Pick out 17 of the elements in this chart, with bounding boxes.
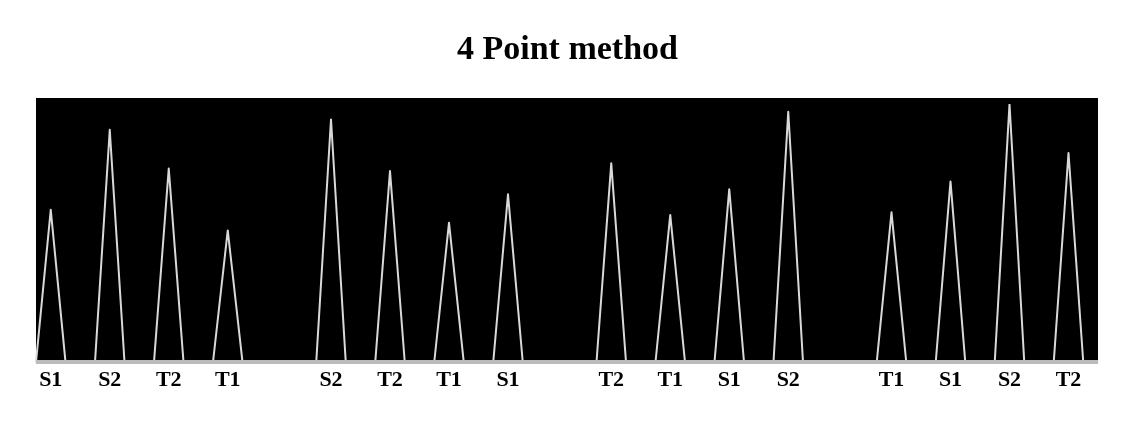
x-tick-label: S1 — [496, 365, 520, 391]
x-tick-label: S1 — [717, 365, 741, 391]
x-tick-label: T1 — [436, 365, 462, 391]
x-tick-label: T1 — [878, 365, 905, 391]
x-tick-label: S2 — [319, 365, 343, 391]
x-tick-label: T2 — [377, 365, 403, 391]
x-tick-label: S2 — [997, 365, 1022, 391]
x-tick-label: T2 — [1055, 365, 1082, 391]
x-tick-label: T2 — [155, 365, 182, 391]
x-tick-label: T1 — [214, 365, 241, 391]
x-tick-label: T2 — [598, 365, 625, 391]
x-tick-label: S2 — [776, 365, 800, 391]
x-tick-label: T1 — [657, 365, 684, 391]
x-tick-label: S2 — [98, 365, 122, 391]
chart-title: 4 Point method — [456, 28, 679, 68]
x-tick-label: S1 — [938, 365, 963, 391]
x-tick-label: S1 — [39, 365, 63, 391]
